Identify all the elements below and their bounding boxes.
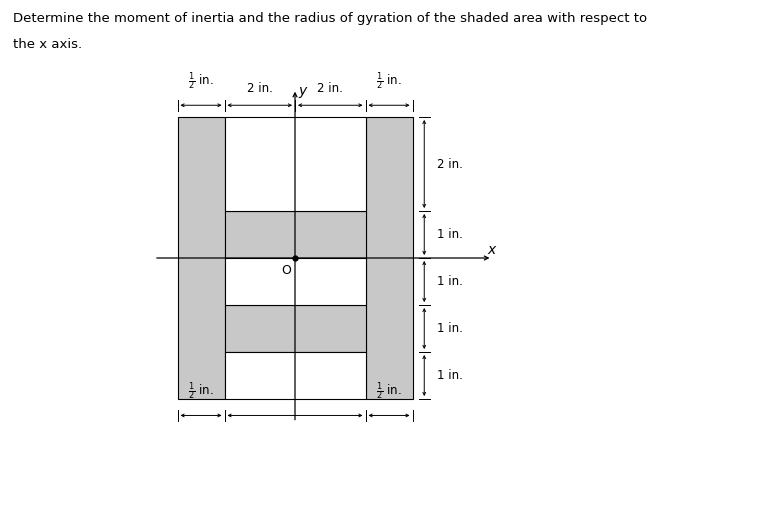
Text: 2 in.: 2 in. xyxy=(246,82,273,95)
Text: O: O xyxy=(282,264,291,277)
Text: $\frac{1}{2}$ in.: $\frac{1}{2}$ in. xyxy=(188,71,214,92)
Text: y: y xyxy=(299,84,307,98)
Bar xyxy=(366,117,413,399)
Text: 1 in.: 1 in. xyxy=(438,228,463,241)
Bar xyxy=(225,117,366,211)
Bar xyxy=(225,352,366,399)
Text: Determine the moment of inertia and the radius of gyration of the shaded area wi: Determine the moment of inertia and the … xyxy=(13,12,647,25)
Bar xyxy=(225,258,366,305)
Text: 1 in.: 1 in. xyxy=(438,369,463,382)
Text: $\frac{1}{2}$ in.: $\frac{1}{2}$ in. xyxy=(376,381,402,403)
Text: 2 in.: 2 in. xyxy=(317,82,343,95)
Bar xyxy=(225,305,366,352)
Bar xyxy=(178,117,225,399)
Text: x: x xyxy=(488,243,496,256)
Bar xyxy=(225,211,366,258)
Text: $\frac{1}{2}$ in.: $\frac{1}{2}$ in. xyxy=(376,71,402,92)
Text: 2 in.: 2 in. xyxy=(438,157,463,170)
Text: the x axis.: the x axis. xyxy=(13,38,82,51)
Text: 1 in.: 1 in. xyxy=(438,275,463,288)
Text: 1 in.: 1 in. xyxy=(438,322,463,335)
Text: $\frac{1}{2}$ in.: $\frac{1}{2}$ in. xyxy=(188,381,214,403)
